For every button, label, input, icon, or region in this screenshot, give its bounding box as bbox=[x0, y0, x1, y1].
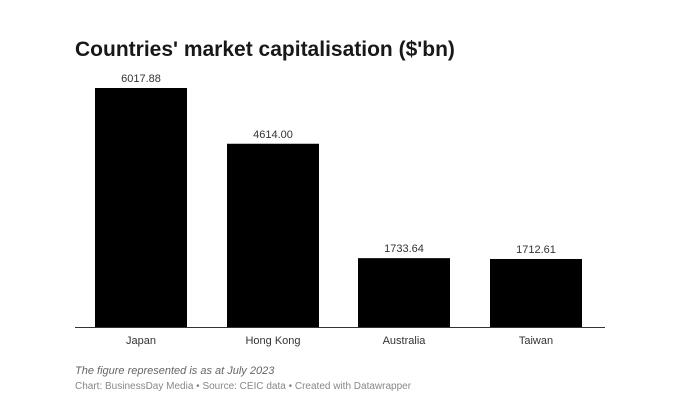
bar-hong-kong bbox=[227, 143, 319, 327]
bar-taiwan bbox=[490, 258, 582, 327]
value-label: 1712.61 bbox=[516, 244, 556, 256]
category-label: Hong Kong bbox=[245, 335, 300, 347]
bar-japan bbox=[95, 88, 187, 327]
chart-credit: Chart: BusinessDay Media • Source: CEIC … bbox=[75, 381, 412, 392]
value-label: 1733.64 bbox=[384, 243, 424, 255]
chart-title: Countries' market capitalisation ($'bn) bbox=[75, 38, 455, 61]
bars-group: 6017.88 Japan 4614.00 Hong Kong 1733.64 Austr… bbox=[95, 73, 582, 347]
category-label: Japan bbox=[126, 335, 156, 347]
bar-australia bbox=[358, 258, 450, 327]
chart-note: The figure represented is as at July 202… bbox=[75, 365, 275, 377]
value-label: 6017.88 bbox=[121, 73, 161, 85]
category-label: Taiwan bbox=[519, 335, 553, 347]
value-label: 4614.00 bbox=[253, 129, 293, 141]
category-label: Australia bbox=[383, 335, 427, 347]
bar-chart: 6017.88 Japan 4614.00 Hong Kong 1733.64 Austr… bbox=[75, 73, 605, 347]
